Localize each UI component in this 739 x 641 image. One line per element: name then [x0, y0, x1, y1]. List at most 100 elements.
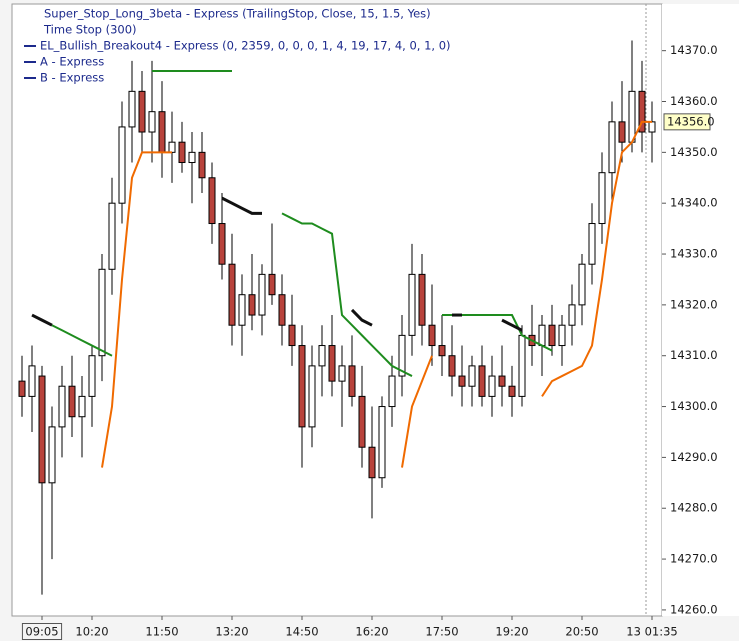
indicator-line — [31, 313, 53, 327]
candle-body — [358, 395, 366, 448]
candle-body — [648, 121, 656, 133]
indicator-line — [501, 318, 523, 332]
x-tick-label: 09:05 — [25, 625, 58, 639]
candle-body — [618, 121, 626, 143]
candle-body — [278, 294, 286, 326]
candle-body — [538, 324, 546, 347]
candle-body — [138, 90, 146, 133]
indicator-line — [350, 308, 373, 327]
candle-body — [88, 355, 96, 397]
indicator-line — [401, 355, 433, 468]
last-price-label: 14356.0 — [667, 114, 715, 128]
legend-entry: Time Stop (300) — [43, 23, 137, 37]
candle-body — [198, 151, 206, 179]
candle-body — [598, 172, 606, 225]
candle-body — [418, 273, 426, 326]
candle-body — [438, 345, 446, 357]
candle-body — [168, 141, 176, 153]
candle-body — [38, 375, 46, 484]
candle-body — [258, 273, 266, 316]
x-tick-label: 20:50 — [565, 625, 598, 639]
legend-entry: EL_Bullish_Breakout4 - Express (0, 2359,… — [40, 39, 451, 53]
candle-body — [458, 375, 466, 387]
y-tick-label: 14330.0 — [670, 247, 718, 261]
x-tick-label: 13:20 — [215, 625, 248, 639]
candle-body — [338, 365, 346, 382]
candle-body — [328, 345, 336, 382]
candle-body — [348, 365, 356, 397]
indicator-line — [281, 212, 413, 377]
y-tick-label: 14260.0 — [670, 602, 718, 616]
last-price-box — [663, 113, 711, 131]
candle-body — [468, 365, 476, 387]
candle-body — [388, 375, 396, 408]
legend: Super_Stop_Long_3beta - Express (Trailin… — [24, 7, 451, 85]
candle-body — [178, 141, 186, 164]
candle-body — [628, 90, 636, 143]
y-tick-label: 14340.0 — [670, 196, 718, 210]
candle-body — [318, 345, 326, 367]
candle-body — [158, 111, 166, 153]
candle-body — [218, 223, 226, 265]
candle-body — [128, 90, 136, 128]
candle-body — [398, 334, 406, 377]
candle-body — [578, 263, 586, 306]
candle-body — [448, 355, 456, 377]
candle-body — [228, 263, 236, 326]
x-tick-label: 11:50 — [145, 625, 178, 639]
candle-body — [428, 324, 436, 347]
candle-body — [568, 304, 576, 326]
y-tick-label: 14320.0 — [670, 297, 718, 311]
candle-body — [68, 385, 76, 418]
candle-body — [558, 324, 566, 347]
x-tick-label: 16:20 — [355, 625, 388, 639]
candle-body — [188, 151, 196, 164]
candle-body — [488, 375, 496, 397]
y-tick-label: 14300.0 — [670, 399, 718, 413]
indicator-line — [101, 151, 172, 468]
y-tick-label: 14350.0 — [670, 145, 718, 159]
plot-area — [11, 3, 663, 617]
indicator-line — [221, 196, 262, 215]
x-tick-label: 14:50 — [285, 625, 318, 639]
y-tick-label: 14360.0 — [670, 94, 718, 108]
legend-entry: B - Express — [40, 71, 104, 85]
candle-body — [108, 202, 116, 270]
candle-body — [268, 273, 276, 296]
candle-body — [638, 90, 646, 133]
indicator-line — [51, 324, 113, 357]
candle-body — [478, 365, 486, 397]
x-tick-label: 13 01:35 — [626, 625, 677, 639]
candle-body — [368, 446, 376, 479]
x-tick-label: 10:20 — [75, 625, 108, 639]
candle-body — [498, 375, 506, 387]
x-label-box — [21, 623, 63, 640]
candle-body — [248, 294, 256, 316]
candle-body — [118, 126, 126, 204]
candle-body — [58, 385, 66, 428]
candle-body — [408, 273, 416, 336]
y-tick-label: 14270.0 — [670, 552, 718, 566]
indicator-line — [541, 120, 652, 397]
candle-body — [18, 380, 26, 397]
y-axis-area — [662, 4, 739, 616]
candle-body — [78, 395, 86, 418]
x-tick-label: 17:50 — [425, 625, 458, 639]
candle-body — [28, 365, 36, 397]
candle-body — [148, 111, 156, 133]
y-tick-label: 14280.0 — [670, 501, 718, 515]
candle-body — [238, 294, 246, 326]
y-tick-label: 14290.0 — [670, 450, 718, 464]
x-tick-label: 19:20 — [495, 625, 528, 639]
candle-body — [208, 177, 216, 225]
candle-body — [378, 406, 386, 479]
candle-body — [288, 324, 296, 347]
candle-body — [308, 365, 316, 428]
legend-entry: A - Express — [40, 55, 104, 69]
candle-body — [548, 324, 556, 347]
candle-body — [588, 223, 596, 265]
legend-entry: Super_Stop_Long_3beta - Express (Trailin… — [44, 7, 431, 21]
candle-body — [518, 334, 526, 397]
y-tick-label: 14310.0 — [670, 348, 718, 362]
